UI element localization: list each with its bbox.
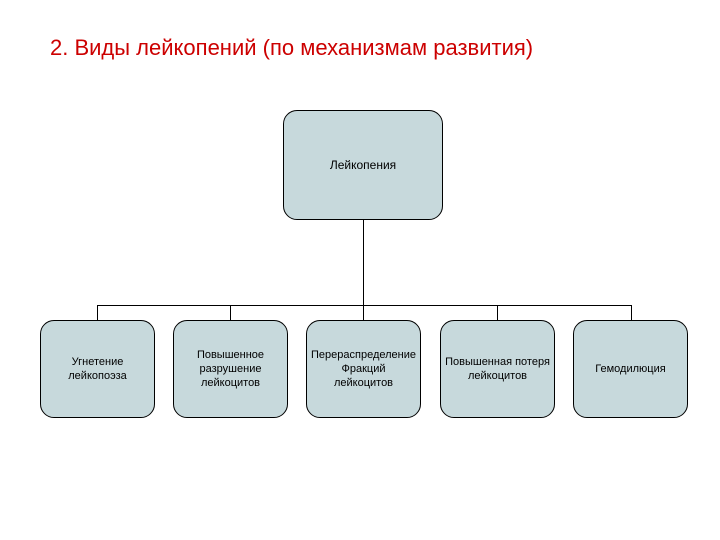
connector-drop xyxy=(497,305,498,320)
connector-drop xyxy=(363,305,364,320)
child-node-label: Повышенная потеря лейкоцитов xyxy=(445,355,550,384)
connector-drop xyxy=(631,305,632,320)
connector-drop xyxy=(97,305,98,320)
child-node: Повышенная потеря лейкоцитов xyxy=(440,320,555,418)
connector-horizontal xyxy=(97,305,632,306)
root-node-label: Лейкопения xyxy=(330,158,396,172)
connector-trunk xyxy=(363,220,364,305)
child-node: Повышенное разрушение лейкоцитов xyxy=(173,320,288,418)
root-node: Лейкопения xyxy=(283,110,443,220)
child-node-label: Угнетение лейкопоэза xyxy=(45,355,150,384)
child-node: Гемодилюция xyxy=(573,320,688,418)
page-title: 2. Виды лейкопений (по механизмам развит… xyxy=(50,35,533,61)
child-node-label: Повышенное разрушение лейкоцитов xyxy=(178,348,283,391)
child-node: Угнетение лейкопоэза xyxy=(40,320,155,418)
child-node-label: Перераспределение Фракций лейкоцитов xyxy=(311,348,416,391)
child-node: Перераспределение Фракций лейкоцитов xyxy=(306,320,421,418)
connector-drop xyxy=(230,305,231,320)
child-node-label: Гемодилюция xyxy=(595,362,665,376)
